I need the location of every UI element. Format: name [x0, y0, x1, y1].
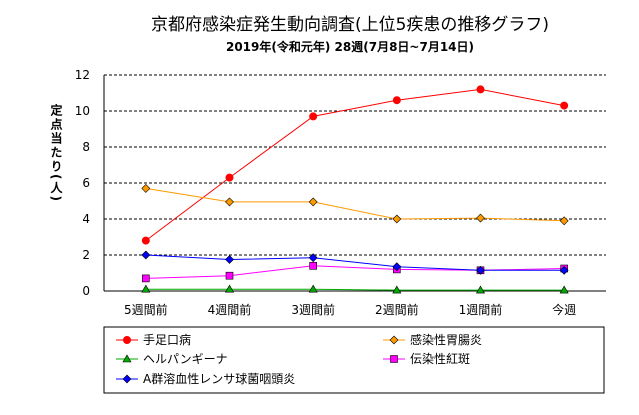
- data-point: [122, 374, 132, 384]
- data-point: [225, 255, 234, 264]
- data-point: [476, 213, 485, 223]
- data-point: [390, 355, 398, 363]
- data-point: [475, 285, 486, 294]
- y-axis-label-text: 定点当たり(人): [49, 103, 63, 203]
- data-point: [225, 197, 234, 207]
- y-tick-label: 6: [82, 176, 90, 190]
- legend-label: 感染性胃腸炎: [410, 332, 482, 347]
- y-tick-label: 12: [75, 68, 90, 82]
- legend-label: ヘルパンギーナ: [143, 352, 228, 366]
- data-point: [142, 274, 150, 283]
- series: [141, 250, 569, 275]
- legend-label: A群溶血性レンサ球菌咽頭炎: [143, 371, 295, 386]
- data-point: [141, 284, 151, 293]
- legend-item: 手足口病: [116, 332, 191, 347]
- data-point: [559, 265, 569, 275]
- data-point: [559, 285, 569, 294]
- legend-item: ヘルパンギーナ: [116, 352, 228, 366]
- chart-title: 京都府感染症発生動向調査(上位5疾患の推移グラフ): [151, 15, 549, 35]
- data-point: [559, 216, 569, 226]
- data-point: [308, 284, 318, 293]
- data-point: [224, 284, 235, 293]
- chart-subtitle: 2019年(令和元年) 28週(7月8日~7月14日): [226, 39, 474, 54]
- data-point: [141, 183, 151, 193]
- series: [141, 284, 569, 294]
- y-axis-label: 定点当たり(人): [49, 103, 63, 203]
- x-tick-label: 今週: [552, 302, 576, 317]
- series: [141, 85, 569, 245]
- data-point: [476, 265, 485, 275]
- data-point: [392, 96, 401, 105]
- x-tick-label: 4週間前: [208, 302, 252, 317]
- legend-item: 伝染性紅斑: [383, 351, 470, 366]
- y-tick-label: 8: [82, 140, 90, 154]
- data-point: [392, 214, 402, 224]
- series-line: [145, 265, 565, 279]
- data-point: [141, 236, 150, 245]
- data-point: [225, 173, 234, 182]
- data-point: [476, 85, 485, 94]
- y-tick-label: 0: [82, 284, 90, 298]
- data-point: [392, 285, 402, 294]
- y-tick-label: 4: [82, 212, 90, 226]
- legend-item: 感染性胃腸炎: [383, 332, 482, 347]
- series: [141, 183, 569, 226]
- legend-box: [103, 326, 605, 394]
- data-point: [389, 335, 399, 345]
- y-axis-ticks: 0 2 4 6 8 10 12: [75, 68, 90, 298]
- series: [142, 261, 568, 283]
- legend-label: 伝染性紅斑: [410, 351, 470, 366]
- x-tick-label: 2週間前: [375, 302, 419, 317]
- legend-item: A群溶血性レンサ球菌咽頭炎: [116, 371, 295, 386]
- data-point: [123, 336, 131, 344]
- x-tick-label: 1週間前: [459, 302, 503, 317]
- data-point: [225, 271, 234, 280]
- data-point: [141, 250, 151, 260]
- data-point: [308, 253, 318, 263]
- x-tick-label: 5週間前: [124, 302, 168, 317]
- data-point: [392, 262, 402, 272]
- series-group: [141, 85, 569, 294]
- x-tick-label: 3週間前: [291, 302, 335, 317]
- data-point: [308, 197, 318, 207]
- y-tick-label: 10: [75, 104, 90, 118]
- data-point: [122, 354, 132, 363]
- y-tick-label: 2: [82, 248, 90, 262]
- x-axis-ticks: 5週間前 4週間前 3週間前 2週間前 1週間前 今週: [124, 302, 576, 317]
- data-point: [560, 101, 569, 110]
- series-line: [145, 254, 565, 271]
- legend-label: 手足口病: [143, 332, 191, 347]
- series-line: [145, 187, 565, 222]
- series-line: [145, 288, 565, 291]
- data-point: [309, 261, 317, 270]
- series-line: [145, 88, 565, 241]
- data-point: [309, 112, 318, 121]
- grid-lines: [103, 74, 606, 292]
